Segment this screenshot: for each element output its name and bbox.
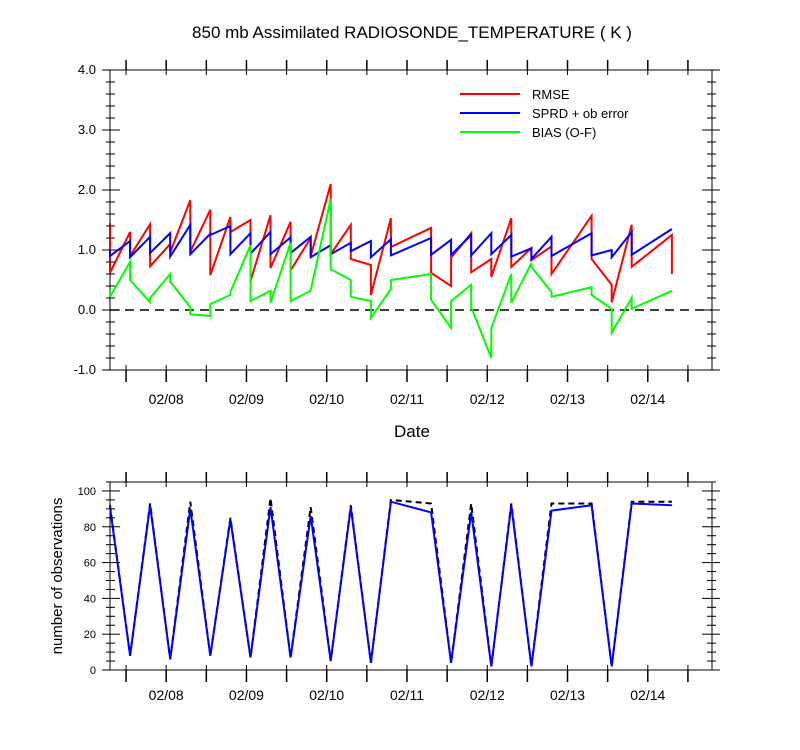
legend-label-rmse: RMSE <box>532 87 570 102</box>
top-plot-frame <box>109 69 713 371</box>
x-tick-label: 02/08 <box>149 687 184 703</box>
y-tick-label: 1.0 <box>78 242 96 257</box>
x-tick-label: 02/12 <box>470 687 505 703</box>
x-axis-label: Date <box>394 422 430 441</box>
y-tick-label: 4.0 <box>78 62 96 77</box>
x-tick-label: 02/08 <box>149 391 184 407</box>
y-tick-label: -1.0 <box>74 362 96 377</box>
y-tick-label: 2.0 <box>78 182 96 197</box>
legend-label-bias: BIAS (O-F) <box>532 125 596 140</box>
bottom-plot-frame <box>109 481 713 671</box>
series-line-bias-o-f <box>109 198 673 359</box>
y-tick-label: 80 <box>84 522 96 534</box>
bottom-panel: 0 20 40 60 80 100 02/08 02/09 02/10 02/11 02/12 02/… <box>49 472 720 703</box>
y-tick-label: 0.0 <box>78 302 96 317</box>
x-tick-label: 02/14 <box>630 391 665 407</box>
top-series-group <box>109 183 673 359</box>
x-tick-label: 02/09 <box>229 687 264 703</box>
series-line-used <box>109 500 672 667</box>
bottom-axes: 0 20 40 60 80 100 02/08 02/09 02/10 02/11 02/12 02/… <box>78 472 720 703</box>
x-tick-label: 02/13 <box>550 687 585 703</box>
x-tick-label: 02/13 <box>550 391 585 407</box>
y-tick-label: 3.0 <box>78 122 96 137</box>
series-line-possible <box>109 497 672 667</box>
y-tick-label: 0 <box>90 665 96 677</box>
y-tick-label: 60 <box>84 558 96 570</box>
y-tick-label: 40 <box>84 593 96 605</box>
bottom-series-group <box>109 497 672 667</box>
x-tick-label: 02/10 <box>309 687 344 703</box>
y-tick-label: 20 <box>84 629 96 641</box>
x-tick-label: 02/11 <box>390 687 424 703</box>
legend-label-sprd: SPRD + ob error <box>532 106 629 121</box>
series-line-sprd-ob-error <box>109 221 673 262</box>
y-axis-label-observations: number of observations <box>49 498 66 655</box>
x-tick-label: 02/12 <box>470 391 505 407</box>
x-tick-label: 02/09 <box>229 391 264 407</box>
top-axes: -1.0 0.0 1.0 2.0 3.0 4.0 02/08 02/09 02/10 02/11 0… <box>74 60 720 407</box>
y-tick-label: 100 <box>78 486 96 498</box>
top-panel: -1.0 0.0 1.0 2.0 3.0 4.0 02/08 02/09 02/10 02/11 0… <box>74 60 720 441</box>
x-tick-label: 02/14 <box>630 687 665 703</box>
x-tick-label: 02/10 <box>309 391 344 407</box>
legend: RMSE SPRD + ob error BIAS (O-F) <box>460 87 629 140</box>
x-tick-label: 02/11 <box>390 391 424 407</box>
chart-title: 850 mb Assimilated RADIOSONDE_TEMPERATUR… <box>192 23 632 42</box>
